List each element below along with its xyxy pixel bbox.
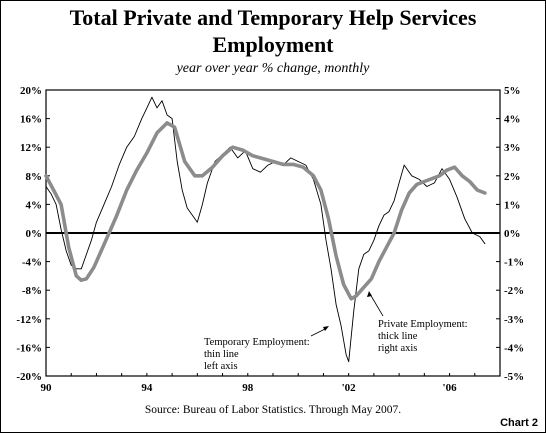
temporary-employment-line <box>45 96 486 363</box>
y-left-tick-label: 12% <box>20 142 42 154</box>
y-right-tick-label: 2% <box>504 171 521 183</box>
private-annotation-arrow <box>369 293 384 317</box>
private-annotation-arrowhead <box>367 291 372 297</box>
y-left-tick-label: 4% <box>26 199 43 211</box>
y-right-tick-label: -4% <box>504 342 524 354</box>
temp-annotation-arrowhead <box>323 326 329 331</box>
chart-title-line-2: Employment <box>212 32 334 57</box>
y-left-tick-label: 8% <box>26 171 43 183</box>
x-tick-label: '02 <box>342 382 357 394</box>
y-right-tick-label: -2% <box>504 285 524 297</box>
y-left-tick-label: -4% <box>22 257 42 269</box>
private-employment-line <box>44 121 487 301</box>
temp-annotation-line-2: thin line <box>204 349 239 360</box>
x-tick-label: 98 <box>242 382 254 394</box>
chart-title-line-1: Total Private and Temporary Help Service… <box>69 5 477 30</box>
temp-annotation-line-1: Temporary Employment: <box>204 337 310 348</box>
y-left-tick-label: -8% <box>22 285 42 297</box>
private-annotation-line-1: Private Employment: <box>378 319 468 330</box>
private-annotation-line-3: right axis <box>378 343 417 354</box>
y-right-tick-label: 1% <box>504 199 521 211</box>
y-right-tick-label: 4% <box>504 114 521 126</box>
temp-annotation-line-3: left axis <box>204 361 238 372</box>
y-right-tick-label: 3% <box>504 142 521 154</box>
y-right-tick-label: 0% <box>504 228 521 240</box>
y-right-tick-label: -1% <box>504 257 524 269</box>
x-tick-label: 94 <box>141 382 153 394</box>
y-left-tick-label: -12% <box>16 314 42 326</box>
chart-number-label: Chart 2 <box>500 417 538 429</box>
y-left-tick-label: 20% <box>20 85 42 97</box>
x-tick-label: '06 <box>443 382 458 394</box>
y-left-tick-label: 16% <box>20 114 42 126</box>
source-note: Source: Bureau of Labor Statistics. Thro… <box>144 404 402 416</box>
y-right-tick-label: 5% <box>504 85 521 97</box>
x-tick-label: 90 <box>41 382 53 394</box>
chart-subtitle: year over year % change, monthly <box>176 61 370 76</box>
y-right-tick-label: -3% <box>504 314 524 326</box>
y-right-tick-label: -5% <box>504 371 524 383</box>
y-left-tick-label: 0% <box>26 228 43 240</box>
y-left-tick-label: -20% <box>16 371 42 383</box>
y-left-tick-label: -16% <box>16 342 42 354</box>
private-annotation-line-2: thick line <box>378 331 418 342</box>
